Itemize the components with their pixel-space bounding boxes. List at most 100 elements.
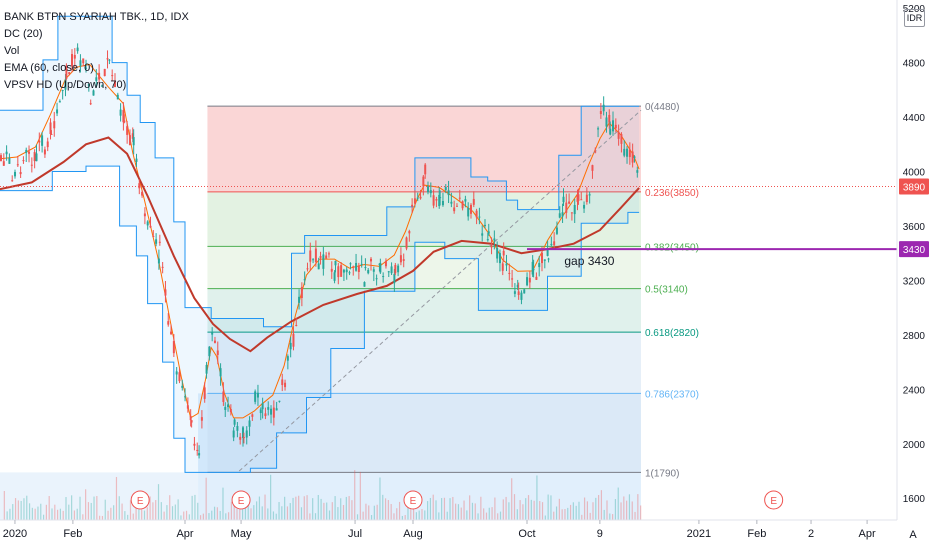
candle-body (330, 268, 333, 272)
candle-body (588, 194, 591, 196)
volume-bar (48, 496, 50, 520)
last-price-tag-label: 3890 (903, 182, 926, 193)
candle-body (251, 414, 254, 417)
volume-bar (292, 497, 294, 520)
volume-bar (415, 512, 417, 520)
volume-bar (286, 506, 289, 520)
auto-scale-button[interactable]: A (909, 529, 917, 541)
candle-body (325, 255, 328, 259)
candle-body (267, 407, 270, 410)
legend-indicator-ema[interactable]: EMA (60, close, 0) (4, 62, 94, 74)
event-label-1: E (238, 496, 245, 507)
volume-bar (124, 511, 126, 520)
volume-bar (42, 514, 45, 520)
volume-bar (547, 494, 549, 520)
fib-level-label-6: 1(1790) (645, 468, 679, 479)
volume-bar (298, 495, 300, 520)
candle-body (0, 155, 2, 161)
candle-body (143, 213, 146, 217)
candle-body (384, 260, 387, 267)
candle-body (532, 269, 535, 271)
candle-body (65, 65, 68, 79)
volume-bar (23, 498, 25, 520)
volume-bar (28, 503, 31, 520)
currency-button[interactable]: IDR (904, 9, 925, 27)
volume-bar (474, 503, 476, 520)
candle-body (259, 409, 262, 414)
candle-body (322, 254, 325, 269)
candle-body (394, 264, 397, 274)
candle-body (543, 259, 546, 261)
candle-body (340, 265, 343, 277)
volume-profile (0, 393, 641, 520)
volume-bar (340, 498, 342, 520)
volume-bar (421, 509, 423, 520)
candle-body (432, 195, 435, 206)
legend-indicator-vol[interactable]: Vol (4, 45, 20, 57)
candle-body (363, 282, 366, 287)
volume-bar (110, 507, 112, 520)
fib-level-label-2: 0.382(3450) (645, 242, 699, 253)
volume-bar (376, 504, 378, 520)
volume-bar (264, 494, 266, 520)
candle-body (402, 259, 405, 261)
volume-bar (135, 500, 137, 520)
candle-body (520, 292, 523, 300)
volume-bar (90, 502, 92, 520)
volume-bar (68, 504, 70, 520)
volume-bar (598, 495, 600, 520)
candle-body (439, 197, 442, 199)
volume-bar (129, 500, 132, 520)
volume-bar (432, 494, 434, 520)
volume-bar (342, 504, 345, 520)
candle-body (155, 239, 158, 244)
volume-bar (76, 508, 78, 520)
donchian-lower (0, 165, 640, 473)
candle-body (312, 259, 315, 261)
legend-indicator-vpsv[interactable]: VPSV HD (Up/Down, 70) (4, 79, 127, 91)
volume-bar (275, 513, 277, 520)
candle-body (298, 296, 301, 303)
volume-bar (567, 507, 569, 520)
legend-title[interactable]: BANK BTPN SYARIAH TBK., 1D, IDX (4, 11, 189, 23)
candle-body (213, 340, 216, 343)
candle-body (364, 267, 367, 269)
candle-body (435, 199, 438, 201)
candle-body (555, 227, 558, 234)
candle-body (278, 400, 281, 402)
candle-body (612, 120, 615, 132)
volume-bar (225, 513, 227, 520)
candle-body (309, 250, 312, 262)
candle-body (300, 286, 303, 299)
candle-body (43, 149, 46, 155)
volume-bar (306, 495, 308, 520)
volume-bar (483, 508, 485, 520)
candle-body (438, 194, 441, 207)
volume-bar (354, 470, 356, 520)
candle-body (14, 171, 17, 177)
candle-body (227, 404, 230, 408)
candle-body (141, 191, 144, 196)
volume-bar (382, 494, 384, 520)
volume-bar (99, 515, 101, 520)
volume-bar (438, 512, 440, 520)
candle-body (561, 212, 564, 217)
volume-bar (256, 501, 258, 520)
fib-zone-2 (207, 246, 641, 289)
candle-body (113, 81, 116, 88)
candle-body (562, 196, 565, 203)
volume-bar (351, 500, 353, 520)
fib-level-label-4: 0.618(2820) (645, 328, 699, 339)
volume-bar (572, 502, 574, 520)
volume-bar (236, 509, 238, 520)
legend-indicator-dc[interactable]: DC (20) (4, 28, 43, 40)
candle-body (458, 197, 461, 199)
candle-body (411, 204, 414, 207)
donchian-fill (0, 16, 640, 473)
candle-body (157, 258, 160, 264)
volume-bar (146, 507, 148, 520)
volume-bar (536, 475, 538, 520)
candle-body (502, 250, 505, 256)
